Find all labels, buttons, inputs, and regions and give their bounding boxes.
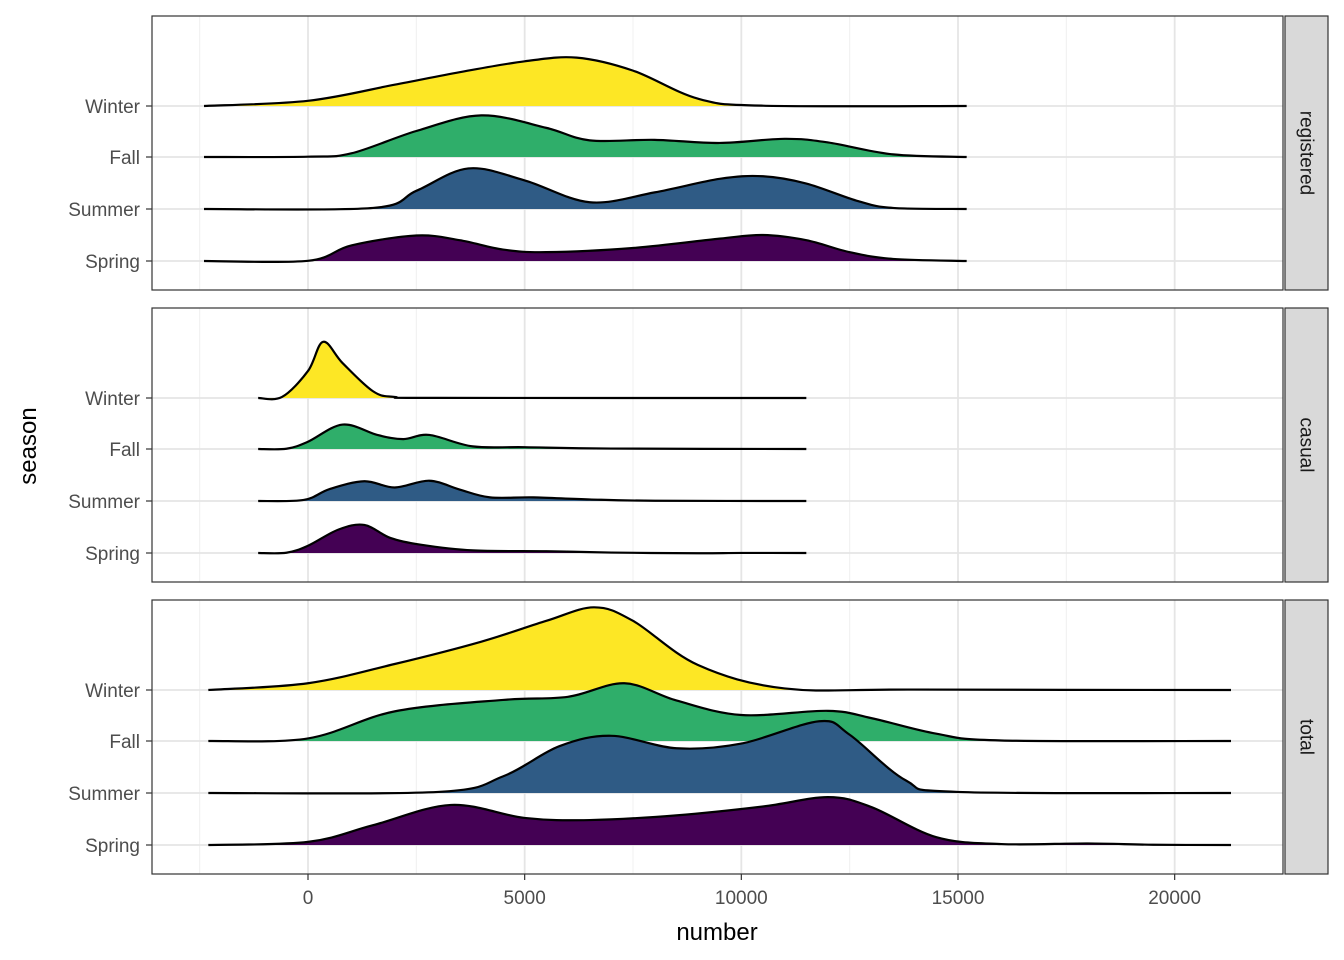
facet-strip-label: registered [1296, 111, 1317, 196]
y-tick-label: Spring [85, 836, 140, 857]
ridge-fill-total-spring [208, 797, 1231, 845]
x-tick-label: 5000 [504, 888, 546, 909]
ridge-fill-casual-spring [258, 524, 807, 554]
ridge-line-registered-winter [203, 56, 967, 108]
panel-border [151, 307, 1284, 583]
y-tick-label: Spring [85, 252, 140, 273]
ridge-fill-registered-spring [204, 234, 967, 262]
y-tick-label: Spring [85, 544, 140, 565]
ridge-line-registered-summer [203, 167, 967, 211]
panel-total: Spring Summer Fall Winter total [68, 599, 1329, 875]
x-tick-label: 0 [303, 888, 314, 909]
ridge-fill-casual-winter [258, 341, 807, 400]
x-axis-title: number [676, 919, 757, 946]
y-tick-label: Summer [68, 492, 140, 513]
facet-strip [1284, 599, 1329, 875]
ridge-line-total-spring [208, 796, 1232, 847]
facet-strip [1284, 307, 1329, 583]
y-tick-label: Summer [68, 784, 140, 805]
ridge-line-casual-winter [258, 340, 807, 401]
ridge-line-total-summer [208, 719, 1232, 795]
y-tick-label: Winter [85, 681, 141, 702]
ridge-line-casual-fall [258, 423, 807, 451]
ridge-line-total-fall [208, 682, 1232, 743]
ridge-line-casual-summer [258, 479, 807, 503]
facet-strip [1284, 15, 1329, 291]
ridge-fill-registered-fall [204, 115, 967, 158]
y-tick-label: Fall [109, 148, 140, 169]
x-axis: 0 5000 10000 15000 20000 [303, 874, 1201, 909]
y-axis-title: season [15, 407, 42, 484]
y-tick-label: Summer [68, 200, 140, 221]
panel-border [151, 15, 1284, 291]
x-tick-label: 10000 [715, 888, 768, 909]
y-tick-label: Fall [109, 732, 140, 753]
ridge-line-total-winter [208, 606, 1232, 692]
ridge-fill-registered-winter [204, 57, 967, 107]
ridge-line-casual-spring [258, 523, 807, 555]
ridge-fill-casual-summer [258, 480, 807, 502]
y-tick-label: Winter [85, 389, 141, 410]
panel-registered: Spring Summer Fall Winter registered [68, 15, 1329, 291]
ridge-fill-total-summer [208, 720, 1231, 794]
ridge-fill-total-winter [208, 607, 1231, 691]
facet-strip-label: casual [1296, 418, 1317, 473]
panel-casual: Spring Summer Fall Winter casual [68, 307, 1329, 583]
ridge-line-registered-spring [203, 233, 967, 264]
facet-strip-label: total [1296, 719, 1317, 755]
x-tick-label: 15000 [932, 888, 985, 909]
y-tick-label: Winter [85, 97, 141, 118]
x-tick-label: 20000 [1148, 888, 1201, 909]
ridge-line-registered-fall [203, 114, 967, 159]
y-tick-label: Fall [109, 440, 140, 461]
ridge-fill-casual-fall [258, 424, 807, 450]
panel-border [151, 599, 1284, 875]
